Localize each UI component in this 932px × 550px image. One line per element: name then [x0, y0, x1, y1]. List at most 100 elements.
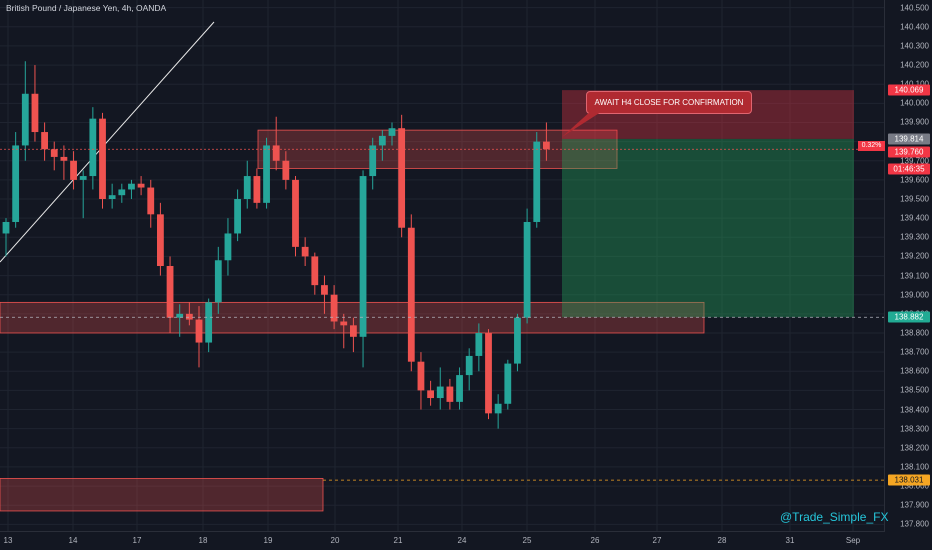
price-tick-label: 137.800: [900, 519, 929, 529]
candle-body: [224, 233, 232, 261]
candle-body: [311, 256, 319, 286]
price-tick-label: 139.000: [900, 290, 929, 300]
zone-low-support: [0, 478, 324, 512]
candle-body: [465, 355, 473, 376]
chart-grid: [0, 0, 885, 532]
candle-body: [243, 176, 251, 200]
time-axis[interactable]: 13 14 17 18 19 20 21 24 25 26 27 28 31 Sep: [0, 531, 885, 550]
price-tick-label: 139.200: [900, 251, 929, 261]
price-axis[interactable]: 140.500140.400140.300140.200140.100140.0…: [884, 0, 932, 532]
date-tick-label: 31: [785, 536, 795, 545]
date-tick-label: 13: [3, 536, 13, 545]
take-profit-zone: [562, 138, 854, 318]
candle-body: [523, 221, 531, 318]
candle-body: [485, 332, 492, 414]
candle-body: [12, 145, 20, 222]
candle-body: [398, 128, 406, 228]
symbol-title[interactable]: British Pound / Japanese Yen, 4h, OANDA: [6, 3, 167, 13]
candle-body: [185, 313, 193, 320]
candle-body: [89, 118, 97, 177]
candle-body: [407, 227, 415, 362]
candle-body: [118, 189, 126, 196]
candle-body: [2, 221, 10, 234]
trend-line: [0, 21, 215, 263]
candle-body: [263, 145, 270, 203]
price-tick-label: 139.400: [900, 213, 929, 223]
candle-body: [272, 145, 280, 161]
candle-body: [321, 285, 328, 295]
price-tick-label: 139.300: [900, 232, 929, 242]
candle-body: [456, 375, 463, 402]
price-tick-label: 138.200: [900, 443, 929, 453]
last-price-badge: 139.760: [888, 146, 930, 158]
short-position-tool: [562, 90, 854, 318]
candle-body: [31, 93, 39, 133]
candle-body: [494, 403, 502, 414]
candle-body: [378, 135, 386, 146]
price-tick-label: 139.500: [900, 194, 929, 204]
candle-body: [195, 319, 203, 343]
price-tick-label: 138.400: [900, 405, 929, 415]
candle-body: [350, 325, 357, 337]
price-tick-label: 138.700: [900, 347, 929, 357]
date-tick-label: 21: [393, 536, 403, 545]
candle-body: [108, 195, 116, 200]
candle-body: [41, 132, 48, 150]
candle-body: [166, 266, 174, 318]
candles: [2, 61, 550, 429]
candle-body: [340, 321, 348, 326]
candle-body: [214, 260, 222, 303]
candle-body: [359, 176, 367, 337]
date-tick-label: Sep: [845, 536, 861, 545]
timer-price-badge: 01:46:35: [888, 163, 930, 175]
candle-body: [504, 363, 512, 404]
target-price-badge: 138.882: [888, 311, 930, 323]
date-tick-label: 25: [522, 536, 532, 545]
candle-body: [60, 156, 68, 161]
price-tick-label: 138.100: [900, 462, 929, 472]
candle-body: [417, 361, 425, 391]
price-tick-label: 139.700: [900, 156, 929, 166]
date-tick-label: 17: [132, 536, 142, 545]
price-tick-label: 140.500: [900, 3, 929, 13]
support-price-badge: 138.031: [888, 474, 930, 486]
callout-pointer: [562, 110, 600, 137]
date-tick-label: 24: [457, 536, 467, 545]
stop-price-badge: 140.069: [888, 84, 930, 96]
price-tick-label: 140.300: [900, 41, 929, 51]
date-tick-label: 28: [717, 536, 727, 545]
candle-body: [137, 183, 145, 188]
price-tick-label: 140.400: [900, 22, 929, 32]
candle-body: [21, 93, 29, 146]
price-tick-label: 139.600: [900, 175, 929, 185]
candle-body: [369, 145, 377, 177]
candle-body: [157, 214, 164, 266]
price-tick-label: 138.800: [900, 328, 929, 338]
candle-body: [330, 294, 338, 322]
candle-body: [292, 179, 299, 247]
confirmation-callout[interactable]: AWAIT H4 CLOSE FOR CONFIRMATION: [586, 91, 752, 114]
price-lines: [0, 148, 885, 481]
percent-change-badge: 0.32%: [858, 141, 885, 151]
candle-body: [475, 332, 483, 356]
price-tick-label: 140.200: [900, 60, 929, 70]
candle-body: [388, 128, 396, 136]
price-tick-label: 138.300: [900, 424, 929, 434]
candle-body: [128, 183, 135, 190]
candle-body: [234, 199, 241, 234]
price-tick-label: 139.100: [900, 271, 929, 281]
candle-body: [533, 141, 541, 222]
price-tick-label: 140.000: [900, 98, 929, 108]
date-tick-label: 14: [68, 536, 78, 545]
price-tick-label: 138.000: [900, 481, 929, 491]
date-tick-label: 20: [330, 536, 340, 545]
candle-body: [79, 176, 87, 180]
candle-body: [70, 160, 77, 180]
date-tick-label: 18: [198, 536, 208, 545]
candle-body: [427, 390, 434, 399]
candle-body: [446, 386, 454, 402]
candle-body: [147, 187, 155, 215]
price-chart[interactable]: [0, 0, 885, 532]
date-tick-label: 19: [263, 536, 273, 545]
candle-body: [99, 118, 106, 200]
